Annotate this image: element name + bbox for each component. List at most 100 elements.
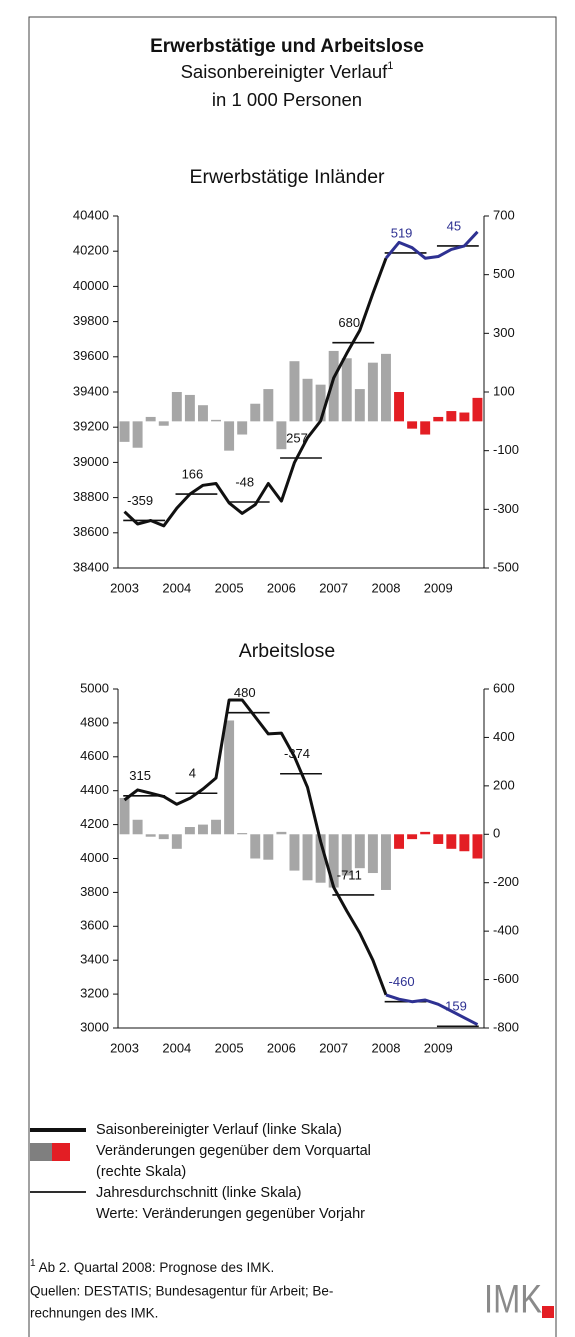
y-tick-label: 3800 [80, 884, 109, 899]
y2-tick-label: -400 [493, 923, 519, 938]
series-line [385, 993, 479, 1026]
x-tick-label: 2005 [215, 1040, 244, 1055]
annual-change-label: 4 [189, 766, 196, 781]
bar [420, 421, 431, 435]
y2-tick-label: -100 [493, 442, 519, 457]
y2-tick-label: 500 [493, 266, 515, 281]
bar [263, 389, 274, 422]
y-tick-label: 40400 [73, 207, 109, 222]
subtitle-text: Saisonbereinigter Verlauf [181, 61, 389, 82]
x-tick-label: 2003 [110, 1040, 139, 1055]
y-tick-label: 39600 [73, 348, 109, 363]
bar [119, 797, 130, 835]
subtitle: Saisonbereinigter Verlauf1 [181, 60, 394, 82]
y-tick-label: 4200 [80, 816, 109, 831]
bar [433, 416, 444, 422]
y-tick-label: 39800 [73, 313, 109, 328]
bar [302, 834, 313, 881]
sources: Quellen: DESTATIS; Bundesagentur für Arb… [30, 1284, 333, 1299]
annual-change-label: 680 [338, 315, 360, 330]
logo: IMK [484, 1278, 554, 1322]
bar [341, 834, 352, 876]
y-tick-label: 39400 [73, 383, 109, 398]
y2-tick-label: 300 [493, 325, 515, 340]
legend-text: Jahresdurchschnitt (linke Skala) [96, 1185, 302, 1201]
y-tick-label: 39000 [73, 454, 109, 469]
legend-text: Werte: Veränderungen gegenüber Vorjahr [96, 1206, 365, 1222]
x-tick-label: 2008 [372, 1040, 401, 1055]
legend-text: Saisonbereinigter Verlauf (linke Skala) [96, 1122, 342, 1138]
frame [28, 16, 557, 1337]
bar [354, 834, 365, 869]
y-tick-label: 40200 [73, 243, 109, 258]
bar [276, 831, 287, 835]
title: Erwerbstätige und Arbeitslose [150, 36, 424, 57]
x-tick-label: 2009 [424, 580, 453, 595]
bar [394, 392, 405, 422]
bar [367, 834, 378, 874]
legend: Saisonbereinigter Verlauf (linke Skala) … [30, 1122, 371, 1222]
bar [433, 834, 444, 844]
bar [328, 834, 339, 888]
subtitle-note: 1 [387, 60, 393, 72]
annual-change-label: -48 [235, 474, 254, 489]
annual-change-label: 257 [286, 430, 308, 445]
y-tick-label: 40000 [73, 278, 109, 293]
bar [315, 834, 326, 883]
y-tick-label: 4000 [80, 850, 109, 865]
legend-text: (rechte Skala) [96, 1164, 186, 1180]
bar [158, 834, 169, 840]
y-tick-label: 38600 [73, 524, 109, 539]
bar [132, 819, 143, 835]
footnote: 1 Ab 2. Quartal 2008: Prognose des IMK. [30, 1258, 274, 1275]
y-tick-label: 3200 [80, 986, 109, 1001]
bar [380, 834, 391, 890]
bar [394, 834, 405, 849]
bar [171, 392, 182, 422]
y2-tick-label: 200 [493, 777, 515, 792]
y2-tick-label: 600 [493, 680, 515, 695]
bar [250, 834, 261, 859]
x-tick-label: 2007 [319, 580, 348, 595]
bar [420, 831, 431, 835]
bar [211, 419, 222, 422]
bar [289, 834, 300, 871]
bar [197, 405, 208, 422]
x-tick-label: 2004 [162, 580, 191, 595]
bar [132, 421, 143, 448]
bar [237, 833, 248, 835]
bar [184, 827, 195, 835]
bar [158, 421, 169, 426]
legend-red-symbol [52, 1143, 70, 1161]
bar [446, 411, 457, 422]
series-line [123, 698, 388, 996]
x-tick-label: 2006 [267, 580, 296, 595]
bar [276, 421, 287, 450]
y2-tick-label: -600 [493, 971, 519, 986]
y2-tick-label: -300 [493, 501, 519, 516]
bar [341, 358, 352, 422]
y-tick-label: 39200 [73, 419, 109, 434]
bar [459, 834, 470, 852]
chart-title: Erwerbstätige Inländer [189, 166, 385, 188]
y2-tick-label: 0 [493, 826, 500, 841]
bar [211, 819, 222, 835]
y-tick-label: 38800 [73, 489, 109, 504]
bar [237, 421, 248, 435]
annual-change-label: -460 [389, 974, 415, 989]
x-tick-label: 2008 [372, 580, 401, 595]
x-tick-label: 2004 [162, 1040, 191, 1055]
x-tick-label: 2006 [267, 1040, 296, 1055]
y2-tick-label: 100 [493, 383, 515, 398]
bar [145, 416, 156, 422]
y-tick-label: 38400 [73, 559, 109, 574]
bar [315, 384, 326, 422]
bar [171, 834, 182, 849]
legend-text: Veränderungen gegenüber dem Vorquartal [96, 1143, 371, 1159]
y-tick-label: 3400 [80, 952, 109, 967]
y-tick-label: 4800 [80, 714, 109, 729]
y-tick-label: 3600 [80, 918, 109, 933]
y2-tick-label: -500 [493, 559, 519, 574]
x-tick-label: 2009 [424, 1040, 453, 1055]
annual-change-label: -359 [127, 493, 153, 508]
